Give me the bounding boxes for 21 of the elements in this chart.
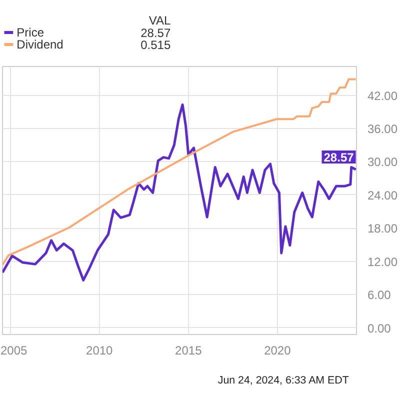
y-tick-label: 30.00 <box>368 155 398 170</box>
line-series <box>2 103 356 282</box>
legend-label: Dividend <box>16 38 64 52</box>
annotation: 28.57 <box>324 150 354 164</box>
y-tick-label: 18.00 <box>368 222 398 236</box>
y-tick-label: 6.00 <box>368 288 392 302</box>
text: 28.57 <box>140 26 171 40</box>
y-tick-label: 12.00 <box>368 254 398 269</box>
y-tick-label: 0.00 <box>368 321 392 336</box>
y-tick-label: 36.00 <box>368 122 398 136</box>
x-tick-label: 2010 <box>86 344 114 358</box>
legend-label: Price <box>16 26 44 40</box>
text: VAL <box>148 14 171 28</box>
text: Jun 24, 2024, 6:33 AM EDT <box>218 374 350 386</box>
text: 0.515 <box>140 38 171 52</box>
x-tick-label: 2020 <box>264 344 292 358</box>
line-series <box>2 78 356 266</box>
y-tick-label: 42.00 <box>368 88 398 103</box>
x-tick-label: 2005 <box>0 344 28 358</box>
x-tick-label: 2015 <box>175 344 202 358</box>
y-tick-label: 24.00 <box>368 188 398 202</box>
